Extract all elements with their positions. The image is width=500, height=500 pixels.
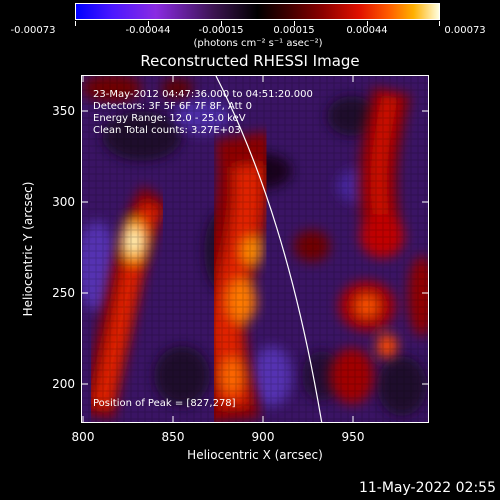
colorbar-tick [148, 21, 149, 26]
colorbar-units: (photons cm⁻² s⁻¹ asec⁻²) [193, 38, 323, 49]
info-clean: Clean Total counts: 3.27E+03 [93, 125, 241, 136]
info-time-range: 23-May-2012 04:47:36.000 to 04:51:20.000 [93, 89, 313, 100]
rhessi-image [81, 75, 429, 423]
colorbar-tick [294, 21, 295, 26]
x-tick-label: 850 [161, 430, 185, 444]
x-tick-label: 800 [71, 430, 95, 444]
colorbar-tick-label: -0.00015 [198, 25, 244, 36]
colorbar [75, 3, 440, 20]
y-tick-label: 350 [52, 104, 75, 118]
y-tick-label: 300 [52, 195, 75, 209]
colorbar-tick-label: -0.00073 [10, 25, 56, 36]
colorbar-tick-label: 0.00073 [444, 25, 486, 36]
info-peak-position: Position of Peak = [827,278] [93, 398, 236, 409]
generated-timestamp: 11-May-2022 02:55 [358, 480, 496, 496]
info-energy-range: Energy Range: 12.0 - 25.0 keV [93, 113, 246, 124]
colorbar-tick [367, 21, 368, 26]
colorbar-tick [221, 21, 222, 26]
colorbar-tick [439, 21, 440, 26]
y-axis-label: Heliocentric Y (arcsec) [21, 181, 35, 317]
colorbar-tick-label: -0.00044 [125, 25, 171, 36]
info-detectors: Detectors: 3F 5F 6F 7F 8F, Att 0 [93, 101, 253, 112]
emission-map [82, 76, 428, 422]
y-tick-label: 250 [52, 286, 75, 300]
y-tick-label: 200 [52, 377, 75, 391]
colorbar-tick-label: 0.00015 [273, 25, 315, 36]
x-tick-label: 900 [251, 430, 275, 444]
x-tick-label: 950 [341, 430, 365, 444]
colorbar-tick [75, 21, 76, 26]
image-title: Reconstructed RHESSI Image [140, 52, 360, 70]
colorbar-tick-label: 0.00044 [346, 25, 388, 36]
x-axis-label: Heliocentric X (arcsec) [187, 448, 323, 462]
